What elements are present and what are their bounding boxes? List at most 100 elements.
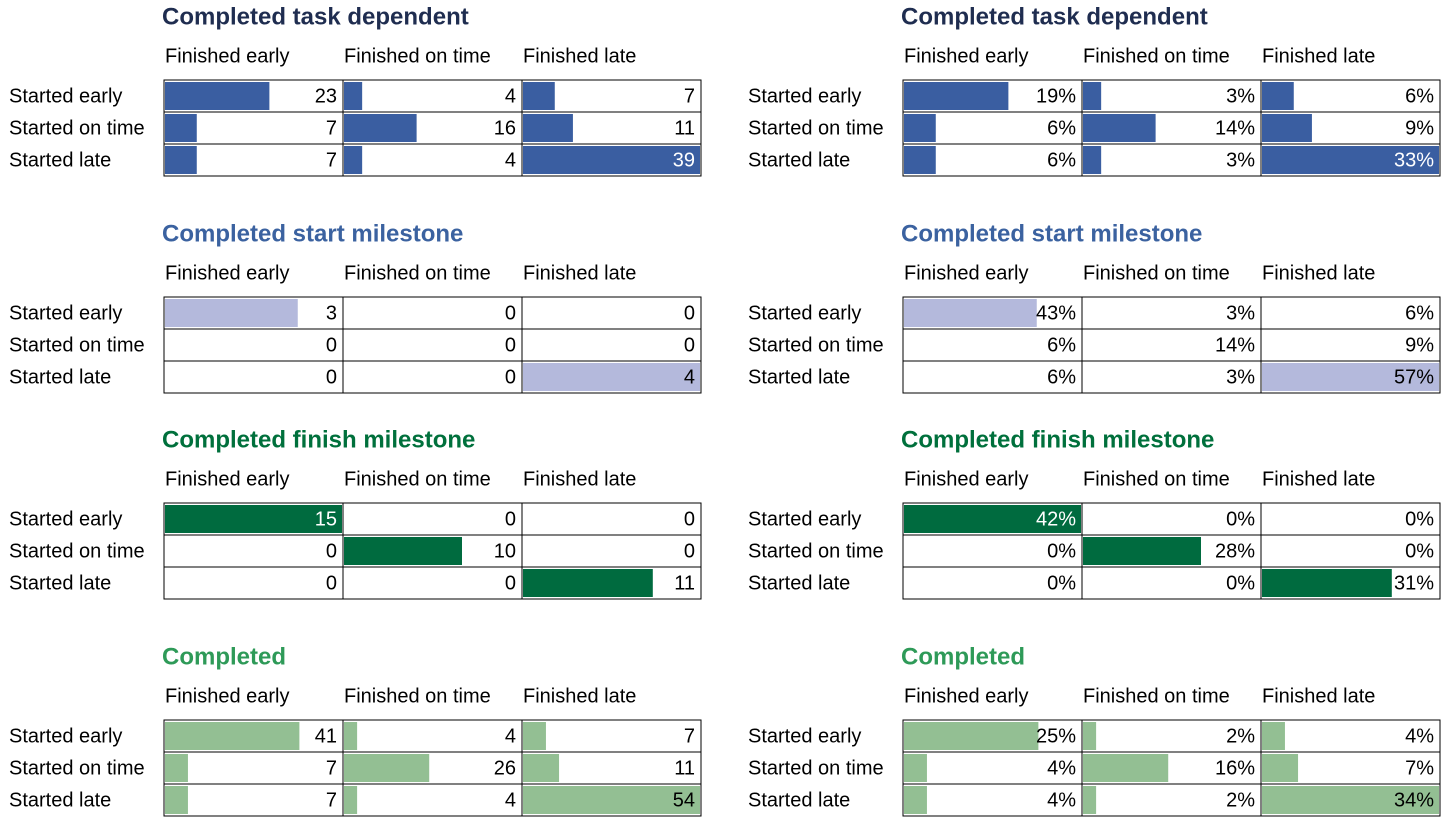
row-label: Started on time xyxy=(9,117,145,139)
panel-title: Completed xyxy=(162,643,286,670)
cell-border xyxy=(521,360,702,394)
cell-value: 14% xyxy=(1215,117,1255,139)
cell-value: 6% xyxy=(1047,334,1076,356)
cell-value: 9% xyxy=(1405,117,1434,139)
cell-border xyxy=(521,502,702,536)
column-header: Finished on time xyxy=(344,45,491,67)
cell-border xyxy=(163,783,344,817)
data-bar xyxy=(344,82,363,110)
data-bar xyxy=(1262,569,1392,597)
cell-value: 10 xyxy=(494,540,516,562)
row-label: Started early xyxy=(9,725,122,747)
cell-border xyxy=(342,719,523,753)
data-bar xyxy=(165,146,197,174)
row-label: Started on time xyxy=(748,757,884,779)
row-label: Started late xyxy=(9,366,111,388)
data-bar xyxy=(165,722,300,750)
cell-value: 0 xyxy=(505,508,516,530)
cell-value: 0 xyxy=(326,572,337,594)
cell-value: 41 xyxy=(315,725,337,747)
cell-border xyxy=(521,719,702,753)
data-bar xyxy=(344,754,430,782)
cell-value: 4 xyxy=(505,149,516,171)
cell-value: 33% xyxy=(1394,149,1434,171)
column-header: Finished early xyxy=(904,262,1029,284)
data-bar xyxy=(1083,82,1102,110)
cell-value: 6% xyxy=(1405,85,1434,107)
data-bar xyxy=(904,82,1009,110)
cell-value: 39 xyxy=(673,149,695,171)
panel-title: Completed xyxy=(901,643,1025,670)
cell-value: 0 xyxy=(505,334,516,356)
cell-border xyxy=(163,360,344,394)
cell-border xyxy=(342,360,523,394)
data-bar xyxy=(344,786,358,814)
data-bar xyxy=(523,82,555,110)
data-bar xyxy=(1262,82,1294,110)
row-label: Started early xyxy=(748,302,861,324)
cell-border xyxy=(521,534,702,568)
data-bar xyxy=(523,786,700,814)
column-header: Finished on time xyxy=(344,685,491,707)
cell-value: 19% xyxy=(1036,85,1076,107)
cell-value: 4 xyxy=(505,789,516,811)
row-label: Started late xyxy=(9,572,111,594)
cell-border xyxy=(342,328,523,362)
cell-value: 6% xyxy=(1047,366,1076,388)
cell-value: 43% xyxy=(1036,302,1076,324)
row-label: Started early xyxy=(748,508,861,530)
row-label: Started on time xyxy=(9,757,145,779)
cell-value: 0% xyxy=(1047,540,1076,562)
cell-border xyxy=(342,502,523,536)
cell-value: 11 xyxy=(674,572,695,594)
row-label: Started on time xyxy=(9,334,145,356)
cell-value: 23 xyxy=(315,85,337,107)
data-bar xyxy=(165,786,188,814)
cell-value: 0 xyxy=(684,508,695,530)
column-header: Finished late xyxy=(1262,262,1375,284)
cell-border xyxy=(342,143,523,177)
cell-value: 3% xyxy=(1226,85,1255,107)
cell-value: 7 xyxy=(326,117,337,139)
data-bar xyxy=(904,146,936,174)
cell-border xyxy=(342,566,523,600)
data-bar xyxy=(1262,754,1299,782)
column-header: Finished late xyxy=(523,262,636,284)
cell-value: 4 xyxy=(505,85,516,107)
cell-value: 0% xyxy=(1226,572,1255,594)
cell-value: 0% xyxy=(1226,508,1255,530)
data-bar xyxy=(1262,146,1439,174)
cell-value: 2% xyxy=(1226,725,1255,747)
cell-value: 0 xyxy=(505,572,516,594)
column-header: Finished early xyxy=(165,45,290,67)
column-header: Finished on time xyxy=(1083,45,1230,67)
data-bar xyxy=(1262,363,1439,391)
cell-border xyxy=(521,783,702,817)
cell-border xyxy=(342,783,523,817)
data-bar xyxy=(165,114,197,142)
cell-value: 15 xyxy=(315,508,337,530)
cell-value: 42% xyxy=(1036,508,1076,530)
column-header: Finished early xyxy=(904,45,1029,67)
data-bar xyxy=(1262,114,1312,142)
row-label: Started early xyxy=(9,85,122,107)
data-bar xyxy=(523,754,560,782)
cell-value: 0% xyxy=(1047,572,1076,594)
cell-value: 16% xyxy=(1215,757,1255,779)
cell-value: 4 xyxy=(684,366,695,388)
cell-value: 3 xyxy=(326,302,337,324)
cell-value: 28% xyxy=(1215,540,1255,562)
column-header: Finished early xyxy=(165,685,290,707)
panel-title: Completed task dependent xyxy=(162,3,469,30)
cell-border xyxy=(163,751,344,785)
data-bar xyxy=(523,114,573,142)
row-label: Started early xyxy=(9,508,122,530)
column-header: Finished early xyxy=(904,685,1029,707)
cell-value: 6% xyxy=(1047,149,1076,171)
data-bar xyxy=(165,299,298,327)
cell-value: 0 xyxy=(326,540,337,562)
data-bar xyxy=(904,505,1081,533)
data-bar xyxy=(904,786,927,814)
row-label: Started late xyxy=(9,149,111,171)
row-label: Started on time xyxy=(748,540,884,562)
